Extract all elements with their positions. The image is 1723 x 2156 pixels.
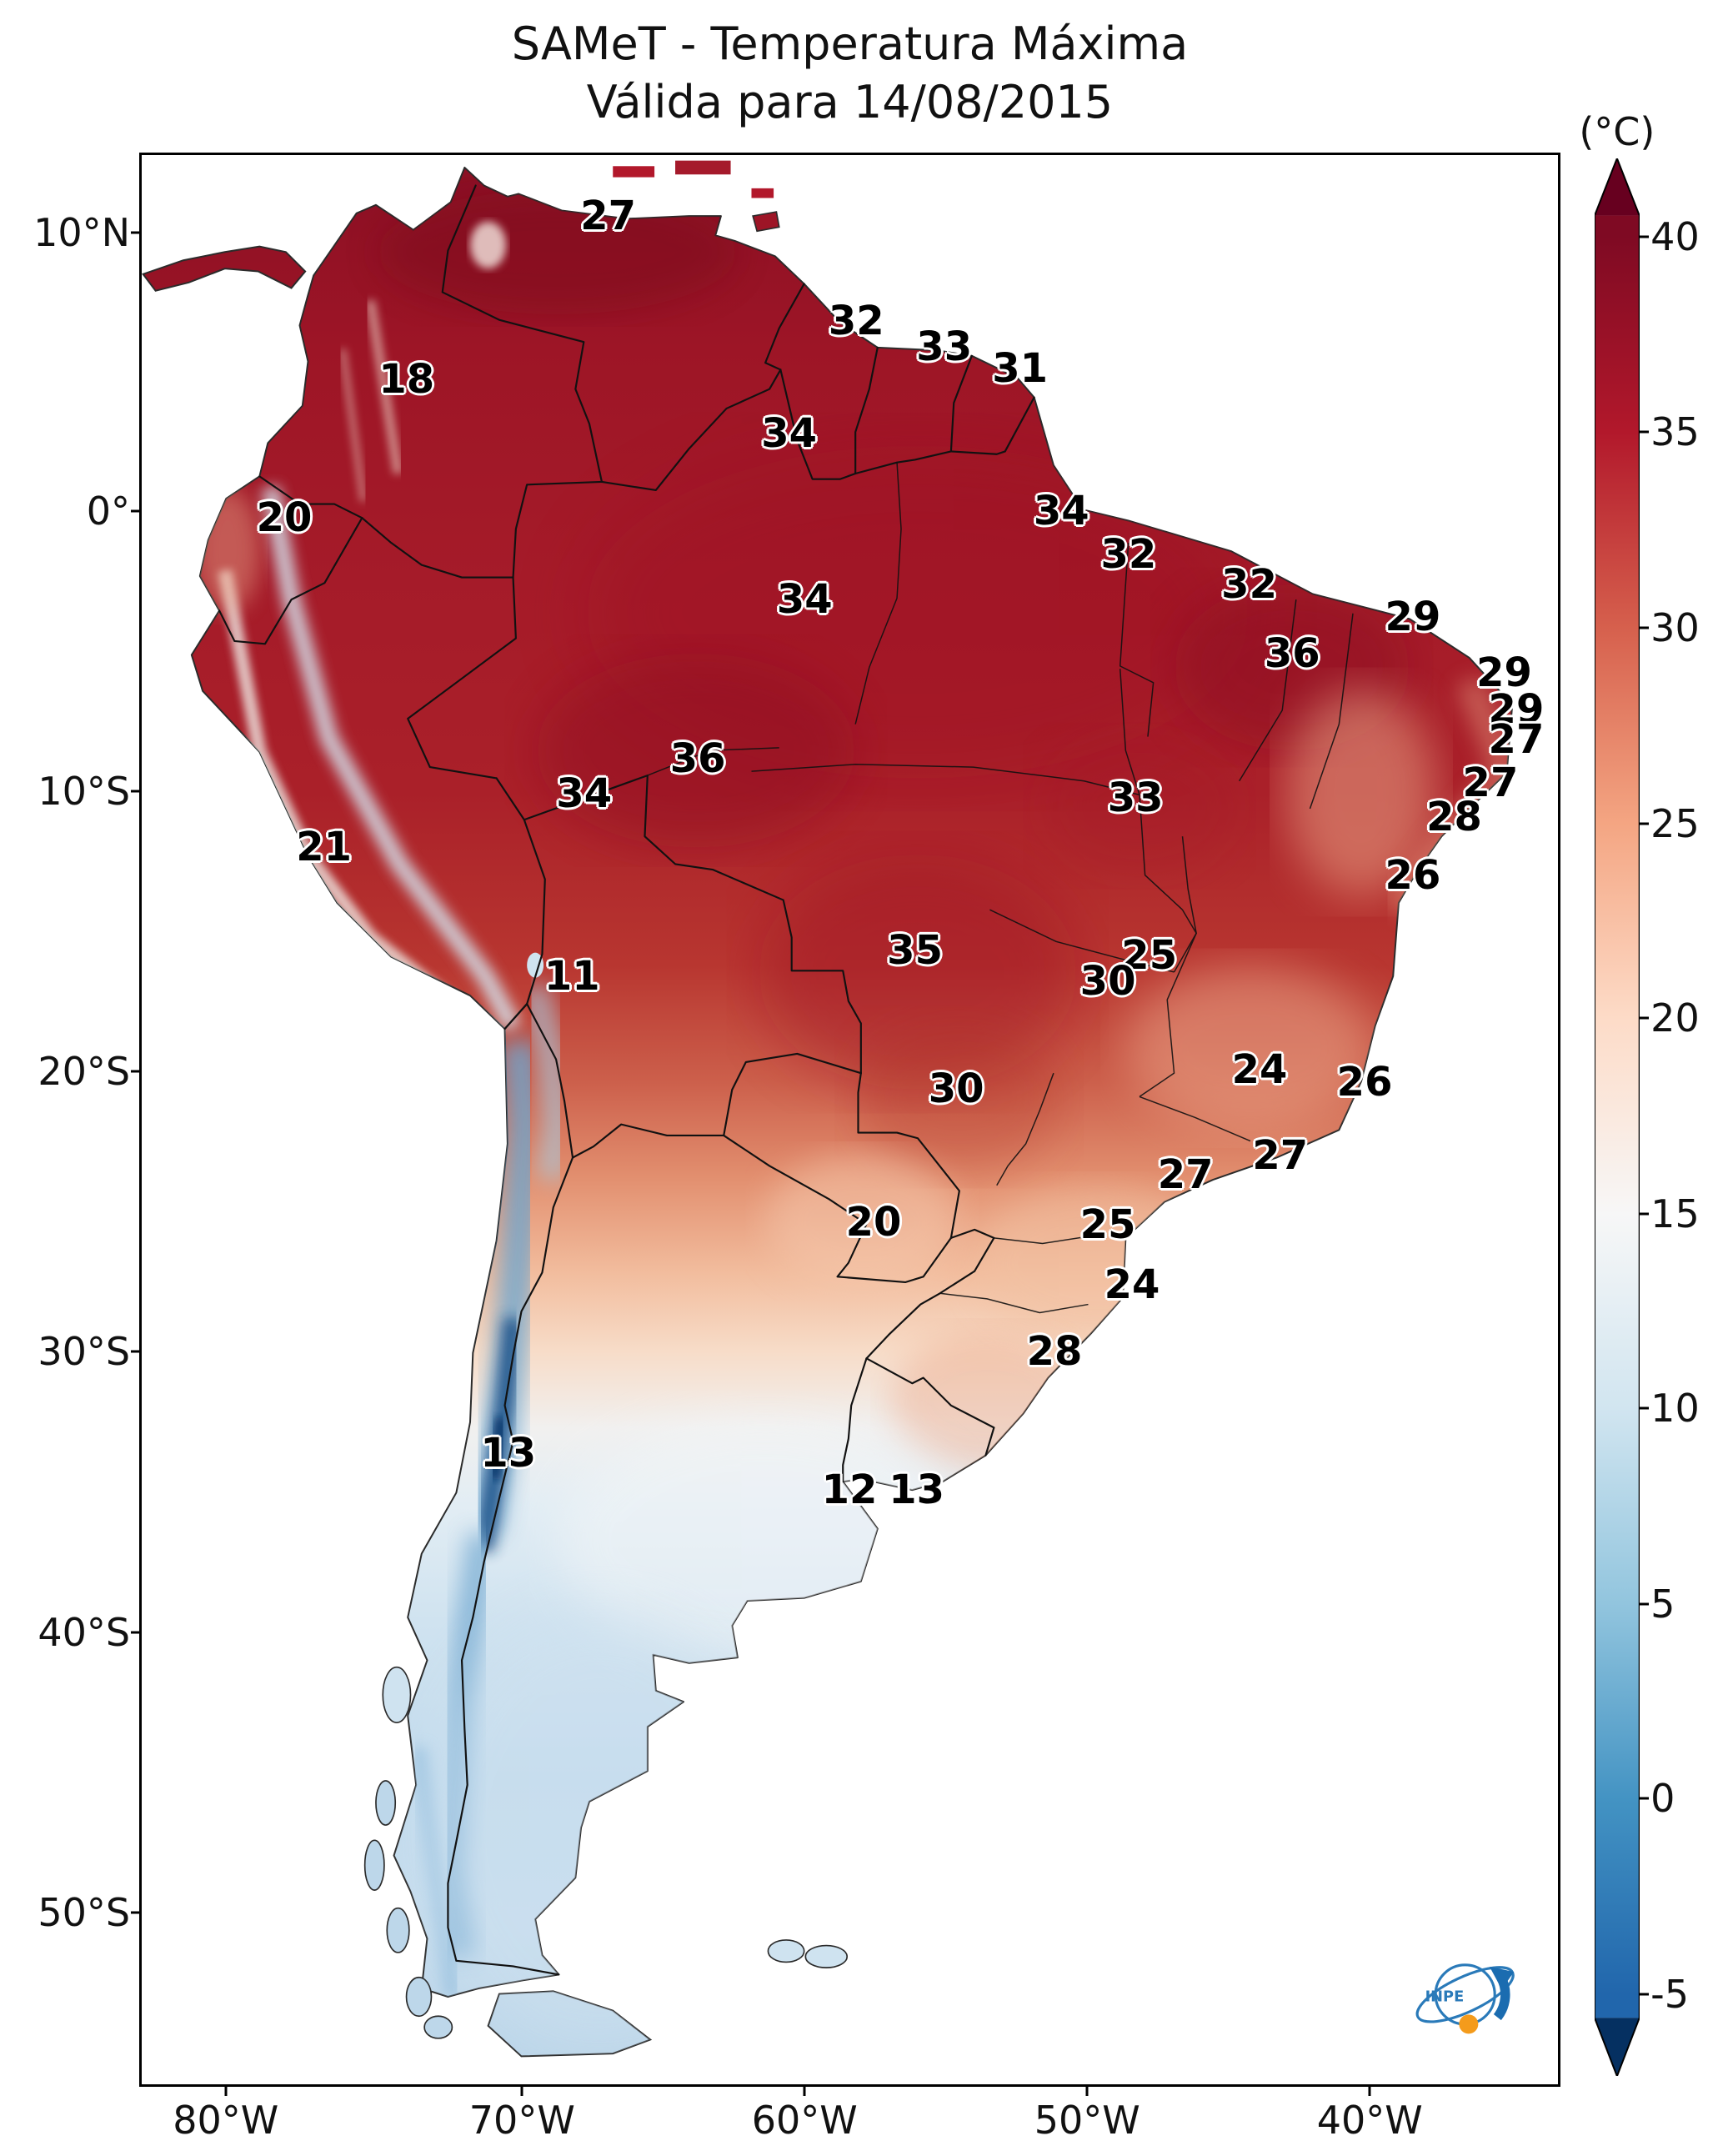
colorbar-tick-label: 10 bbox=[1650, 1385, 1700, 1431]
map-plot-area: INPE bbox=[138, 153, 1560, 2087]
trinidad-island bbox=[751, 211, 780, 233]
lat-tick-label: 30°S bbox=[38, 1329, 131, 1375]
colorbar-gradient-bar bbox=[1595, 215, 1640, 2018]
lon-tick-label: 60°W bbox=[751, 2098, 858, 2143]
colorbar-tick-mark bbox=[1639, 430, 1650, 434]
caribbean-island bbox=[751, 188, 774, 198]
lat-tick-label: 0° bbox=[86, 488, 131, 534]
colorbar-tick-label: 25 bbox=[1650, 800, 1700, 846]
colorbar bbox=[1595, 158, 1640, 2077]
lat-tick-label: 50°S bbox=[38, 1889, 131, 1935]
patagonian-island bbox=[374, 1780, 396, 1826]
state-borders bbox=[647, 462, 1354, 1314]
inpe-logo-text: INPE bbox=[1425, 1989, 1464, 2006]
colorbar-graphic bbox=[1595, 158, 1640, 2077]
title-line2: Válida para 14/08/2015 bbox=[586, 76, 1114, 129]
lat-tick-mark bbox=[131, 1070, 139, 1073]
falkland-island bbox=[804, 1944, 848, 1969]
colorbar-tick-mark bbox=[1639, 1797, 1650, 1800]
colorbar-tick-label: 5 bbox=[1650, 1581, 1675, 1627]
colorbar-tick-mark bbox=[1639, 1602, 1650, 1606]
inpe-logo: INPE bbox=[1413, 1949, 1530, 2045]
lat-tick-label: 20°S bbox=[38, 1049, 131, 1095]
colorbar-over-arrow bbox=[1595, 158, 1640, 216]
patagonian-island bbox=[386, 1907, 410, 1953]
lon-tick-mark bbox=[224, 2086, 228, 2096]
colorbar-under-arrow bbox=[1595, 2018, 1640, 2077]
country-borders bbox=[218, 184, 1035, 1976]
inpe-logo-graphic: INPE bbox=[1415, 1963, 1515, 2034]
panama-isthmus bbox=[141, 245, 307, 292]
lon-tick-mark bbox=[1368, 2086, 1371, 2096]
caribbean-island bbox=[674, 160, 731, 175]
south-america-map bbox=[141, 160, 1513, 2058]
lat-tick-label: 10°N bbox=[33, 210, 131, 256]
colorbar-tick-mark bbox=[1639, 626, 1650, 629]
colorbar-unit-label: (°C) bbox=[1579, 108, 1655, 154]
colorbar-tick-mark bbox=[1639, 1993, 1650, 1996]
lat-tick-label: 10°S bbox=[38, 769, 131, 815]
colorbar-tick-label: 0 bbox=[1650, 1775, 1675, 1821]
lon-tick-mark bbox=[803, 2086, 806, 2096]
lat-tick-mark bbox=[131, 509, 139, 513]
arrow-head-icon bbox=[1489, 1967, 1515, 1990]
satellite-dot-icon bbox=[1459, 2014, 1479, 2034]
colorbar-tick-mark bbox=[1639, 1406, 1650, 1410]
lat-tick-label: 40°S bbox=[38, 1609, 131, 1655]
colorbar-tick-label: 35 bbox=[1650, 409, 1700, 455]
patagonian-island bbox=[405, 1976, 433, 2018]
lat-tick-mark bbox=[131, 1631, 139, 1634]
title-line1: SAMeT - Temperatura Máxima bbox=[511, 18, 1189, 71]
lat-tick-mark bbox=[131, 231, 139, 234]
lat-tick-mark bbox=[131, 1911, 139, 1914]
temperature-shading bbox=[193, 189, 1512, 2053]
colorbar-tick-label: 15 bbox=[1650, 1191, 1700, 1236]
colorbar-tick-mark bbox=[1639, 235, 1650, 238]
caribbean-island bbox=[613, 166, 654, 178]
colorbar-tick-label: 40 bbox=[1650, 214, 1700, 260]
lat-tick-mark bbox=[131, 1350, 139, 1353]
colorbar-tick-label: 30 bbox=[1650, 604, 1700, 650]
lon-tick-label: 70°W bbox=[468, 2098, 575, 2143]
colorbar-tick-mark bbox=[1639, 822, 1650, 825]
lon-tick-mark bbox=[1085, 2086, 1089, 2096]
colorbar-tick-mark bbox=[1639, 1016, 1650, 1020]
lat-tick-mark bbox=[131, 790, 139, 793]
lon-tick-label: 50°W bbox=[1034, 2098, 1140, 2143]
colorbar-tick-label: 20 bbox=[1650, 995, 1700, 1040]
lon-tick-mark bbox=[520, 2086, 523, 2096]
lon-tick-label: 80°W bbox=[173, 2098, 279, 2143]
lon-tick-label: 40°W bbox=[1316, 2098, 1423, 2143]
chart-title: SAMeT - Temperatura Máxima Válida para 1… bbox=[139, 15, 1560, 132]
colorbar-tick-label: -5 bbox=[1650, 1972, 1690, 2018]
falkland-island bbox=[767, 1939, 805, 1963]
colorbar-tick-mark bbox=[1639, 1212, 1650, 1216]
chiloe-island bbox=[382, 1666, 412, 1724]
patagonian-island bbox=[363, 1839, 385, 1892]
patagonian-island bbox=[423, 2015, 453, 2039]
